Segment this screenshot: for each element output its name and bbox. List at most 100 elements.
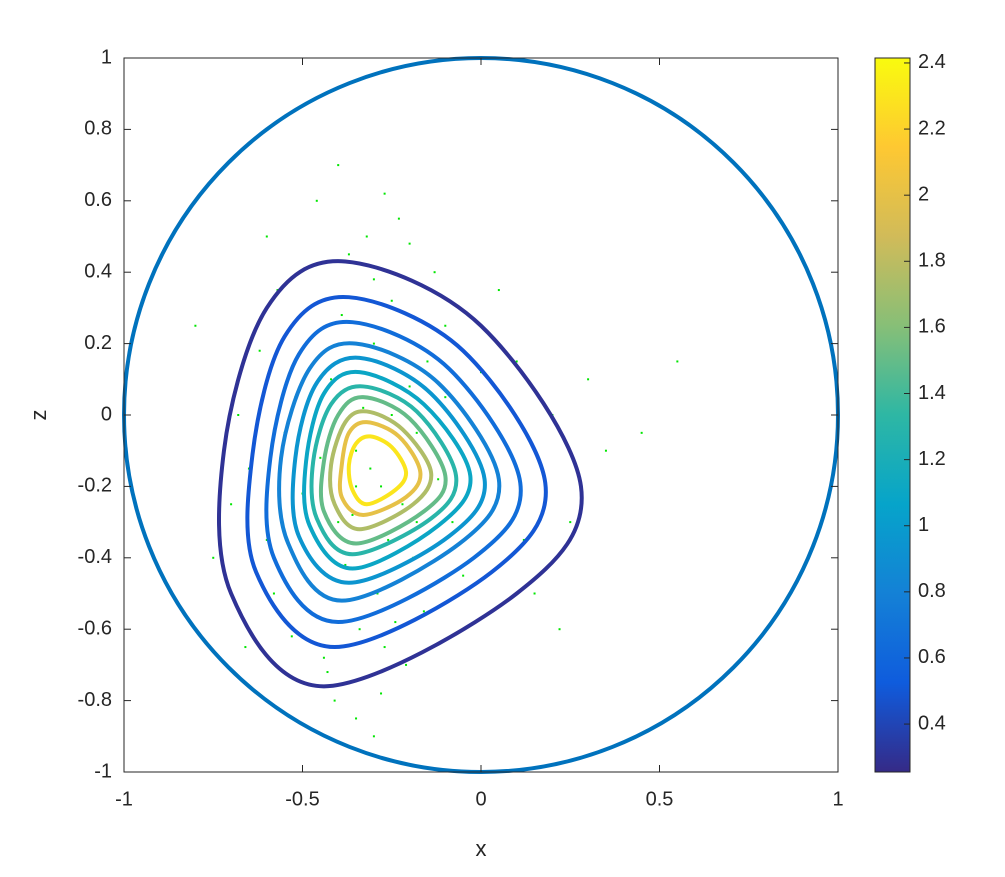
contour-line <box>318 395 448 546</box>
scatter-point <box>344 563 347 566</box>
scatter-point <box>340 314 343 317</box>
colorbar-tick-label: 1.2 <box>918 448 946 470</box>
scatter-point <box>437 478 440 481</box>
scatter-point <box>355 485 358 488</box>
contour-line <box>290 355 487 585</box>
scatter-point <box>676 360 679 363</box>
colorbar-tick-label: 0.4 <box>918 712 946 734</box>
scatter-point <box>390 414 393 416</box>
contour-line <box>245 295 548 650</box>
scatter-point <box>415 521 418 524</box>
x-tick-label: -1 <box>115 788 133 810</box>
scatter-point <box>230 503 233 506</box>
scatter-point <box>433 271 436 274</box>
y-tick-label: 0.6 <box>84 189 112 211</box>
contour-line <box>328 409 434 532</box>
y-tick-label: 1 <box>101 46 112 68</box>
scatter-point <box>497 289 500 292</box>
colorbar-tick-label: 1.6 <box>918 316 946 338</box>
scatter-point <box>290 635 293 638</box>
colorbar-tick-label: 1.4 <box>918 382 946 404</box>
scatter-point <box>408 385 411 388</box>
y-tick-label: 0.8 <box>84 118 112 140</box>
x-axis-label: x <box>476 836 487 861</box>
scatter-point <box>322 656 325 659</box>
x-tick-label: 1 <box>832 788 843 810</box>
x-tick-label: 0.5 <box>646 788 674 810</box>
x-tick-label: -0.5 <box>285 788 319 810</box>
scatter-point <box>380 485 383 488</box>
scatter-point <box>444 396 447 399</box>
scatter-point <box>640 431 643 434</box>
scatter-point <box>376 592 379 595</box>
y-axis-label: z <box>26 410 51 421</box>
scatter-point <box>587 378 590 381</box>
scatter-point <box>397 217 400 220</box>
scatter-point <box>212 556 215 559</box>
y-tick-label: 0.4 <box>84 260 112 282</box>
scatter-point <box>569 521 572 524</box>
scatter-point <box>258 349 261 352</box>
y-tick-label: -1 <box>94 760 112 782</box>
y-tick-label: 0.2 <box>84 332 112 354</box>
y-tick-label: 0 <box>101 403 112 425</box>
scatter-point <box>369 467 372 470</box>
scatter-point <box>337 164 340 167</box>
scatter-point <box>444 324 447 327</box>
scatter-point <box>337 521 340 524</box>
scatter-point <box>387 538 390 541</box>
y-tick-label: -0.4 <box>78 546 112 568</box>
colorbar-tick-label: 0.6 <box>918 646 946 668</box>
scatter-point <box>244 646 247 649</box>
scatter-point <box>358 628 361 631</box>
scatter-point <box>372 735 375 738</box>
scatter-point <box>426 360 429 363</box>
scatter-point <box>408 242 411 245</box>
scatter-point <box>237 414 240 416</box>
scatter-point <box>383 192 386 195</box>
colorbar-tick-label: 1 <box>918 514 929 536</box>
colorbar-tick-label: 2 <box>918 183 929 205</box>
contour-line <box>302 369 473 571</box>
scatter-point <box>401 503 404 506</box>
y-tick-label: -0.2 <box>78 475 112 497</box>
scatter-point <box>362 406 365 409</box>
scatter-point <box>372 278 375 281</box>
scatter-point <box>351 513 354 516</box>
scatter-point <box>451 521 454 524</box>
contour-line <box>277 341 502 603</box>
scatter-point <box>315 199 318 202</box>
scatter-point <box>355 449 358 452</box>
contour-line <box>216 259 584 689</box>
x-tick-label: 0 <box>475 788 486 810</box>
colorbar <box>874 57 911 773</box>
scatter-point <box>394 621 397 624</box>
scatter-point <box>515 360 518 363</box>
scatter-point <box>372 342 375 345</box>
scatter-point <box>330 378 333 381</box>
scatter-point <box>405 663 408 666</box>
scatter-point <box>415 431 418 434</box>
scatter-point <box>390 299 393 302</box>
scatter-point <box>365 235 368 238</box>
scatter-point <box>533 592 536 595</box>
colorbar-tick-label: 1.8 <box>918 250 946 272</box>
contour-line <box>264 319 523 625</box>
scatter-point <box>422 610 425 613</box>
scatter-point <box>522 538 525 541</box>
contour-line <box>309 384 459 557</box>
scatter-point <box>347 253 350 256</box>
scatter-point <box>333 699 336 702</box>
scatter-point <box>355 717 358 720</box>
scatter-point <box>383 646 386 649</box>
colorbar-tick-label: 2.4 <box>918 51 946 73</box>
colorbar-tick-label: 0.8 <box>918 580 946 602</box>
scatter-point <box>558 628 561 631</box>
colorbar-tick-label: 2.2 <box>918 117 946 139</box>
y-tick-label: -0.8 <box>78 689 112 711</box>
scatter-point <box>319 456 322 459</box>
scatter-point <box>380 692 383 695</box>
contour-line <box>346 434 409 507</box>
scatter-point <box>272 592 275 595</box>
